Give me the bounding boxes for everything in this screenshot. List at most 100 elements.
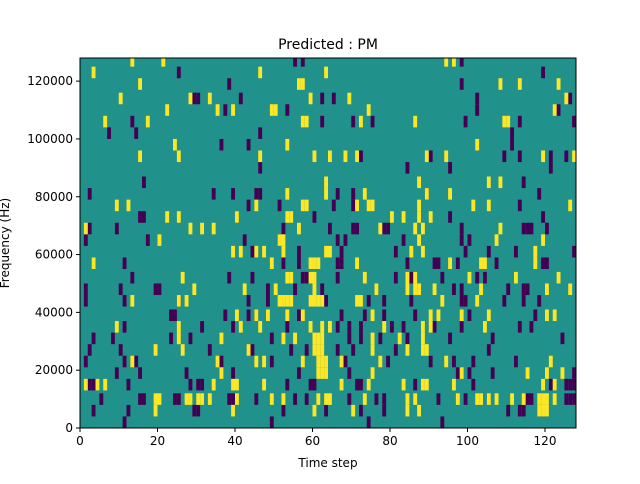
heatmap-cell-low <box>537 188 542 200</box>
heatmap-cell-high <box>312 404 317 417</box>
heatmap-cell-low <box>568 393 573 405</box>
heatmap-cell-high <box>347 92 352 105</box>
heatmap-cell-high <box>285 211 290 223</box>
heatmap-cell-high <box>428 211 433 223</box>
heatmap-cell-high <box>258 150 263 163</box>
heatmap-cell-low <box>514 355 518 368</box>
heatmap-cell-low <box>486 344 491 356</box>
heatmap-cell-high <box>316 393 321 405</box>
heatmap-cell-low <box>118 344 123 356</box>
heatmap-cell-low <box>231 393 236 405</box>
heatmap-cell-low <box>196 92 201 105</box>
heatmap-cell-low <box>463 245 468 258</box>
heatmap-cell-low <box>510 138 515 151</box>
heatmap-cell-high <box>138 150 143 163</box>
heatmap-cell-high <box>452 58 456 67</box>
heatmap-cell-high <box>541 234 546 246</box>
heatmap-cell-low <box>448 211 453 223</box>
heatmap-cell-low <box>192 404 197 417</box>
heatmap-cell-low <box>122 295 127 307</box>
heatmap-cell-high <box>118 92 123 105</box>
heatmap-cell-high <box>308 321 313 333</box>
heatmap-cell-low <box>351 199 356 212</box>
heatmap-cell-high <box>421 378 425 391</box>
heatmap-cell-high <box>219 332 224 345</box>
heatmap-cell-high <box>568 199 573 212</box>
heatmap-cell-high <box>312 150 317 163</box>
heatmap-cell-high <box>409 245 414 258</box>
heatmap-cell-high <box>266 309 270 322</box>
heatmap-cell-high <box>235 378 239 391</box>
heatmap-cell-low <box>471 355 476 368</box>
heatmap-cell-low <box>250 344 255 356</box>
heatmap-cell-low <box>355 222 360 235</box>
heatmap-cell-low <box>250 245 255 258</box>
heatmap-cell-high <box>231 104 236 116</box>
heatmap-cell-high <box>421 245 425 258</box>
heatmap-cell-low <box>359 332 363 345</box>
heatmap-cell-low <box>238 92 243 105</box>
heatmap-cell-low <box>138 393 143 405</box>
heatmap-cell-high <box>300 115 305 128</box>
heatmap-cell-low <box>517 404 522 417</box>
heatmap-cell-low <box>529 222 534 235</box>
y-axis: 0 20000 40000 60000 80000 100000 120000 <box>27 74 80 435</box>
heatmap-cell-high <box>289 211 294 223</box>
heatmap-cell-low <box>331 199 336 212</box>
heatmap-cell-high <box>537 404 542 417</box>
heatmap-cell-low <box>289 344 294 356</box>
heatmap-cell-low <box>471 378 476 391</box>
heatmap-cell-low <box>401 234 406 246</box>
heatmap-cell-low <box>258 127 263 139</box>
heatmap-cell-high <box>138 78 143 90</box>
heatmap-cell-high <box>308 257 313 270</box>
heatmap-cell-low <box>324 295 329 307</box>
heatmap-cell-low <box>134 355 139 368</box>
heatmap-cell-high <box>114 321 119 333</box>
heatmap-cell-low <box>351 115 356 128</box>
heatmap-cell-high <box>413 115 418 128</box>
heatmap-cell-high <box>83 222 88 235</box>
heatmap-cell-low <box>91 378 96 391</box>
heatmap-cell-low <box>281 257 286 270</box>
heatmap-cell-low <box>219 355 224 368</box>
heatmap-cell-low <box>440 416 445 428</box>
heatmap-cell-low <box>207 344 212 356</box>
heatmap-cell-high <box>448 257 453 270</box>
heatmap-cell-low <box>409 271 414 284</box>
heatmap-cell-low <box>386 355 391 368</box>
heatmap-cell-high <box>188 393 193 405</box>
heatmap-cell-low <box>378 332 383 345</box>
heatmap-cell-high <box>405 271 410 284</box>
heatmap-cell-high <box>157 234 162 246</box>
heatmap-cell-high <box>424 344 429 356</box>
heatmap-cell-high <box>324 66 329 79</box>
heatmap-cell-low <box>572 378 577 391</box>
heatmap-cell-low <box>227 393 232 405</box>
heatmap-cell-low <box>308 378 313 391</box>
heatmap-cell-low <box>169 332 174 345</box>
heatmap-cell-low <box>304 344 309 356</box>
x-tick-label: 40 <box>227 434 242 448</box>
heatmap-cell-high <box>262 245 267 258</box>
heatmap-cell-low <box>173 393 177 405</box>
heatmap-cell-high <box>320 367 325 379</box>
heatmap-cell-high <box>320 332 325 345</box>
heatmap-cell-low <box>223 104 228 116</box>
heatmap-cell-low <box>335 188 340 200</box>
heatmap-cell-low <box>320 92 325 105</box>
heatmap-cell-low <box>339 309 344 322</box>
heatmap-cell-low <box>483 271 487 284</box>
heatmap-cell-high <box>359 295 363 307</box>
y-tick-label: 20000 <box>35 363 73 377</box>
heatmap-cell-high <box>417 199 422 212</box>
heatmap-cell-high <box>378 355 383 368</box>
heatmap-cell-high <box>370 344 375 356</box>
heatmap-cell-low <box>545 257 549 270</box>
heatmap-cell-high <box>517 78 522 90</box>
heatmap-cell-high <box>486 393 491 405</box>
heatmap-cell-low <box>529 321 534 333</box>
heatmap-cell-high <box>196 393 201 405</box>
heatmap-cell-high <box>95 378 100 391</box>
heatmap-cell-high <box>207 393 212 405</box>
